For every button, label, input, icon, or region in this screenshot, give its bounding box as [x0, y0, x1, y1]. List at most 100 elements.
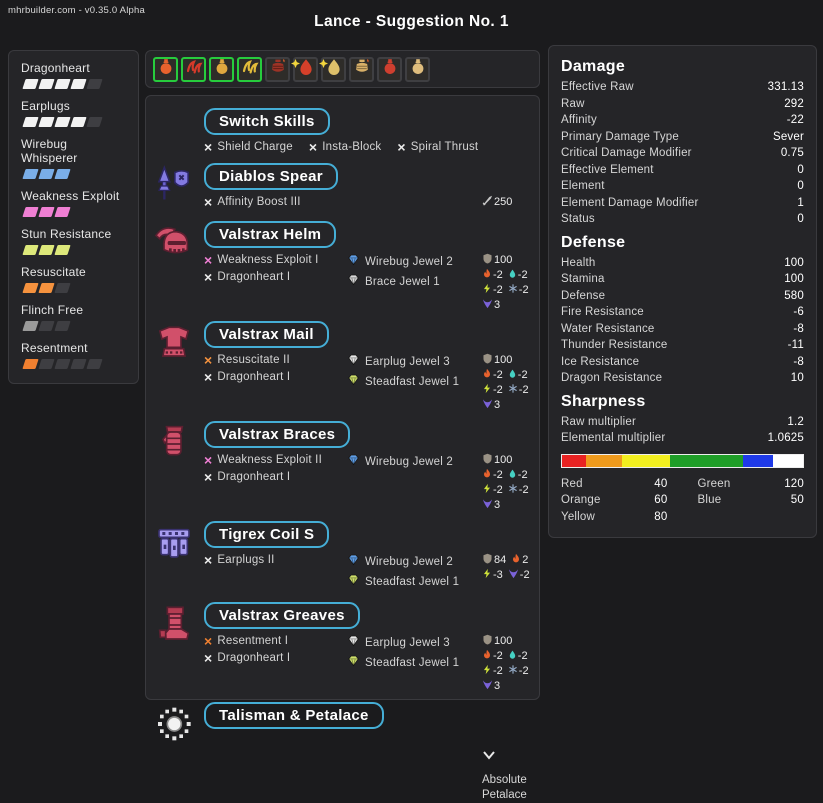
- equip-button-valstrax-mail[interactable]: Valstrax Mail: [204, 321, 329, 348]
- exclude-skill-x-icon[interactable]: ×: [204, 650, 213, 666]
- equip-skill-resentment-i: × Resentment I: [204, 634, 347, 648]
- stat-value: 0: [797, 213, 804, 225]
- fire-stat: -2: [482, 468, 503, 482]
- stat-value: -2: [493, 484, 503, 496]
- chevron-down-icon[interactable]: [482, 750, 552, 765]
- stat-value: -2: [518, 484, 529, 496]
- skill-level-pip: [22, 283, 39, 293]
- jewel-earplug-jewel-3[interactable]: Earplug Jewel 3: [347, 634, 482, 651]
- ice-stat: -2: [508, 283, 529, 297]
- jewel-steadfast-jewel-1[interactable]: Steadfast Jewel 1: [347, 373, 482, 390]
- skill-level-pip: [70, 117, 87, 127]
- tan-flask-icon[interactable]: [209, 56, 234, 82]
- jewel-wirebug-jewel-2[interactable]: Wirebug Jewel 2: [347, 553, 482, 570]
- sparkle-icon: [319, 55, 328, 73]
- equip-button-valstrax-greaves[interactable]: Valstrax Greaves: [204, 602, 360, 629]
- skill-level-pip: [38, 359, 55, 369]
- skill-name: Stun Resistance: [21, 227, 112, 241]
- orange-flask-icon[interactable]: [153, 56, 178, 82]
- jewel-brace-jewel-1[interactable]: Brace Jewel 1: [347, 273, 482, 290]
- skill-level-pip: [54, 321, 71, 331]
- skill-level-pip: [22, 207, 39, 217]
- yellow-claw-icon[interactable]: [237, 56, 262, 82]
- equip-skill-label: Dragonheart I: [217, 271, 291, 283]
- jewel-earplug-jewel-3[interactable]: Earplug Jewel 3: [347, 353, 482, 370]
- skill-level-bar: [21, 117, 126, 127]
- exclude-skill-x-icon[interactable]: ×: [204, 352, 213, 368]
- exclude-skill-x-icon[interactable]: ×: [204, 552, 213, 568]
- red-flask-icon[interactable]: [377, 56, 402, 82]
- exclude-skill-x-icon[interactable]: ×: [308, 139, 318, 155]
- equip-button-switch-skills[interactable]: Switch Skills: [204, 108, 330, 135]
- equip-button-diablos-spear[interactable]: Diablos Spear: [204, 163, 338, 190]
- jewel-wirebug-jewel-2[interactable]: Wirebug Jewel 2: [347, 453, 482, 470]
- exclude-skill-x-icon[interactable]: ×: [204, 633, 213, 649]
- equip-stat-block: 100 -2 -2 -2 -2 3: [482, 453, 538, 512]
- jewel-wirebug-jewel-2[interactable]: Wirebug Jewel 2: [347, 253, 482, 270]
- exclude-skill-x-icon[interactable]: ×: [397, 139, 406, 155]
- exclude-skill-x-icon[interactable]: ×: [204, 269, 213, 285]
- equip-skill-dragonheart-i: × Dragonheart I: [204, 270, 347, 284]
- equip-button-talisman-petalace[interactable]: Talisman & Petalace: [204, 702, 384, 729]
- equip-jewel-list: Wirebug Jewel 2: [347, 453, 482, 473]
- stat-row-thunder-resistance: Thunder Resistance -11: [561, 337, 804, 354]
- stat-label: Effective Element: [561, 163, 654, 176]
- petalace-select[interactable]: Absolute Petalace: [482, 750, 552, 803]
- stat-row-effective-raw: Effective Raw 331.13: [561, 79, 804, 96]
- defense-icon: [482, 634, 493, 648]
- tan-pot-icon[interactable]: [349, 56, 374, 82]
- stat-row-stamina: Stamina 100: [561, 271, 804, 288]
- equip-skill-label: Spiral Thrust: [410, 141, 479, 153]
- equip-button-valstrax-braces[interactable]: Valstrax Braces: [204, 421, 351, 448]
- tan-drop-icon[interactable]: [319, 55, 346, 82]
- dragon-icon: [508, 568, 519, 582]
- sharpness-value-orange: Orange 60: [561, 492, 668, 509]
- jewel-icon: [347, 453, 360, 470]
- exclude-skill-x-icon[interactable]: ×: [204, 139, 213, 155]
- exclude-skill-x-icon[interactable]: ×: [204, 369, 213, 385]
- equip-row-content: Valstrax Braces × Weakness Exploit II × Drag…: [204, 421, 538, 512]
- dragon-icon: [482, 298, 493, 312]
- exclude-skill-x-icon[interactable]: ×: [204, 452, 213, 468]
- jewel-label: Steadfast Jewel 1: [365, 656, 460, 669]
- damage-section-title: Damage: [561, 58, 626, 75]
- stat-row-raw-multiplier: Raw multiplier 1.2: [561, 414, 804, 431]
- tan-flask-2-icon[interactable]: [405, 56, 430, 82]
- exclude-skill-x-icon[interactable]: ×: [204, 252, 213, 268]
- sparkle-icon: [291, 55, 300, 73]
- equip-skill-list: × Weakness Exploit II × Dragonheart I: [204, 453, 347, 487]
- red-drop-icon[interactable]: [291, 55, 318, 82]
- jewel-icon: [347, 373, 360, 390]
- sharpness-legend: Red 40 Orange 60 Yellow 80 Green 120 Blue 50: [561, 476, 804, 526]
- sharpness-color-value: 80: [654, 510, 668, 523]
- equip-row-valstrax-braces: Valstrax Braces × Weakness Exploit II × Drag…: [154, 421, 531, 512]
- red-claw-icon[interactable]: [181, 56, 206, 82]
- equip-stat-block: 250: [482, 195, 538, 209]
- thunder-icon: [482, 383, 492, 397]
- skill-name: Weakness Exploit: [21, 189, 120, 203]
- jewel-label: Steadfast Jewel 1: [365, 575, 460, 588]
- jewel-steadfast-jewel-1[interactable]: Steadfast Jewel 1: [347, 573, 482, 590]
- stat-value: -8: [793, 322, 804, 335]
- dark-red-pot-icon[interactable]: [265, 56, 290, 82]
- skill-summary-resuscitate: Resuscitate: [21, 265, 126, 293]
- sharpness-color-value: 60: [654, 494, 668, 506]
- water-stat: -2: [508, 468, 528, 482]
- stat-value: -2: [518, 665, 529, 677]
- stat-value: 2: [522, 554, 529, 566]
- exclude-skill-x-icon[interactable]: ×: [204, 469, 213, 485]
- equip-row-valstrax-greaves: Valstrax Greaves × Resentment I × Dragonhear…: [154, 602, 531, 693]
- jewel-steadfast-jewel-1[interactable]: Steadfast Jewel 1: [347, 654, 482, 671]
- sharpness-segment-blue: [742, 454, 773, 467]
- equip-button-valstrax-helm[interactable]: Valstrax Helm: [204, 221, 337, 248]
- jewel-icon: [347, 553, 360, 570]
- stat-value: 1.0625: [767, 432, 804, 444]
- equip-skill-list: × Weakness Exploit I × Dragonheart I: [204, 253, 347, 287]
- skill-level-pip: [38, 207, 55, 217]
- equip-button-tigrex-coil-s[interactable]: Tigrex Coil S: [204, 521, 330, 548]
- stat-row-critical-damage-modifier: Critical Damage Modifier 0.75: [561, 145, 804, 162]
- exclude-skill-x-icon[interactable]: ×: [204, 194, 213, 210]
- equip-skill-label: Insta-Block: [322, 141, 382, 153]
- water-icon: [508, 468, 517, 482]
- skill-level-pip: [22, 321, 39, 331]
